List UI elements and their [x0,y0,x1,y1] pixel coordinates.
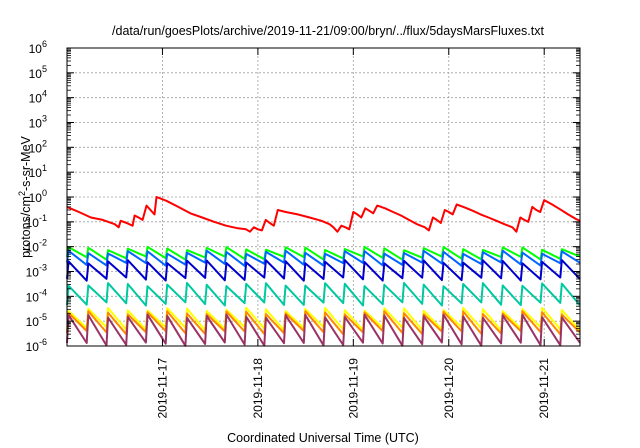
series-line [66,282,581,307]
y-tick-exponent: 0 [42,188,47,198]
y-axis-label-suffix: -s-sr-MeV [19,135,33,191]
y-tick-label: 10-5 [26,312,47,329]
y-tick-label: 103 [29,114,47,131]
y-tick-label: 105 [29,64,47,81]
y-axis-label: protons/cm2-s-sr-MeV [17,135,33,257]
y-tick-exponent: -3 [39,263,47,273]
y-tick-exponent: 6 [42,39,47,49]
series-line [66,196,581,233]
y-tick-label: 10-4 [26,287,47,304]
y-tick-exponent: -2 [39,238,47,248]
y-tick-exponent: -4 [39,287,47,297]
x-axis-label: Coordinated Universal Time (UTC) [227,431,419,445]
y-axis: 10-610-510-410-310-210-11001011021031041… [26,39,580,354]
series-line [66,259,581,282]
y-tick-exponent: -1 [39,213,47,223]
x-tick-label: 2019-11-19 [346,358,360,419]
y-tick-exponent: -6 [39,337,47,347]
x-tick-label: 2019-11-21 [537,358,551,419]
y-axis-label-prefix: protons/cm [19,196,33,258]
y-tick-exponent: 1 [42,163,47,173]
chart-title: /data/run/goesPlots/archive/2019-11-21/0… [112,24,544,38]
x-tick-label: 2019-11-17 [155,358,169,419]
y-tick-exponent: -5 [39,312,47,322]
x-tick-label: 2019-11-20 [442,358,456,419]
y-tick-label: 10-6 [26,337,47,354]
y-tick-exponent: 4 [42,89,47,99]
y-tick-exponent: 2 [42,138,47,148]
y-tick-exponent: 3 [42,114,47,124]
y-tick-label: 104 [29,89,47,106]
y-tick-label: 10-3 [26,263,47,280]
y-tick-exponent: 5 [42,64,47,74]
series-line [66,313,581,347]
y-tick-label: 106 [29,39,47,56]
data-series [66,196,581,347]
series-line [66,249,581,267]
x-axis: 2019-11-17 2019-11-18 2019-11-19 2019-11-20… [155,48,551,419]
x-tick-label: 2019-11-18 [251,358,265,419]
y-axis-label-sup: 2 [17,191,27,196]
